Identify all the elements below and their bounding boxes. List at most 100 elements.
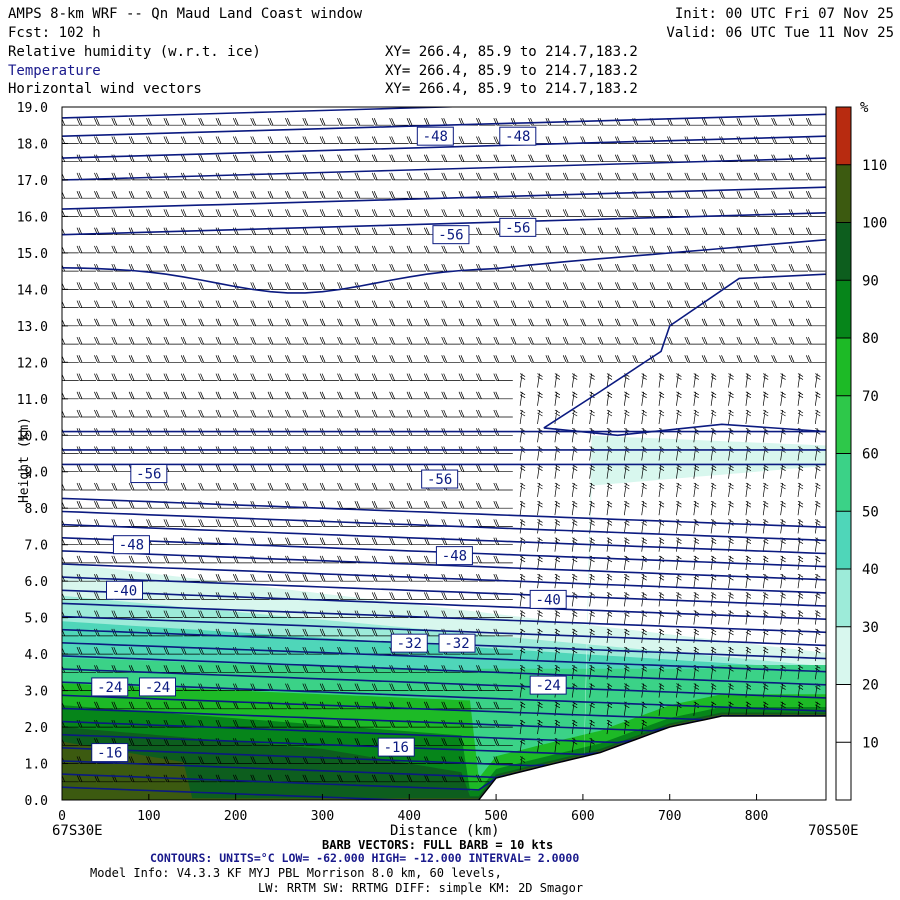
isotherm-line <box>62 157 826 181</box>
isotherm-line <box>62 655 826 686</box>
x-tick-label: 300 <box>311 809 334 824</box>
contour-label-box <box>106 580 144 600</box>
field-wind-name: Horizontal wind vectors <box>8 81 202 97</box>
isotherm-line <box>62 239 826 294</box>
contour-label-box <box>529 675 567 695</box>
y-tick-label: 1.0 <box>25 758 48 773</box>
x-tick-label: 0 <box>58 809 66 824</box>
contour-label-box <box>130 464 168 484</box>
y-tick-label: 4.0 <box>25 648 48 663</box>
y-tick-label: 18.0 <box>17 137 48 152</box>
contour-label-text: -56 <box>438 228 463 244</box>
model-info-1: Model Info: V4.3.3 KF MYJ PBL Morrison 8… <box>90 866 502 880</box>
contour-label-box <box>499 126 537 146</box>
isotherm-line <box>62 510 826 542</box>
x-tick-label: 500 <box>484 809 507 824</box>
contour-label-text: -40 <box>536 592 561 608</box>
y-tick-label: 16.0 <box>17 210 48 225</box>
contour-label-box <box>499 217 537 237</box>
field-temperature-name: Temperature <box>8 63 101 79</box>
rh-band-upper <box>62 435 826 800</box>
isotherm-line <box>62 576 826 607</box>
y-tick-label: 17.0 <box>17 174 48 189</box>
y-tick-label: 13.0 <box>17 320 48 335</box>
model-info-2: LW: RRTM SW: RRTMG DIFF: simple KM: 2D S… <box>258 881 584 895</box>
colorbar-tick-label: 10 <box>862 735 879 751</box>
axes: 0.0 1.0 2.0 3.0 4.0 5.0 6.0 7.0 8.0 9.0 10.0 11.0 12… <box>17 101 769 824</box>
field-rh-xy: XY= 266.4, 85.9 to 214.7,183.2 <box>385 44 638 60</box>
terrain <box>62 715 826 800</box>
contour-label-box <box>416 126 454 146</box>
rh-band-105 <box>62 712 826 800</box>
colorbar-segment <box>836 626 851 685</box>
colorbar-segment <box>836 338 851 396</box>
isotherm-line <box>62 550 826 581</box>
isotherm-line <box>62 497 826 528</box>
y-tick-label: 8.0 <box>25 502 48 517</box>
colorbar-segment <box>836 742 851 800</box>
colorbar-tick-label: 50 <box>862 504 879 520</box>
isotherm-line <box>62 642 826 673</box>
contour-label: -32 <box>438 633 476 653</box>
colorbar-tick-label: 20 <box>862 678 879 694</box>
y-tick-label: 0.0 <box>25 794 48 809</box>
colorbar-segment <box>836 511 851 569</box>
left-location: 67S30E <box>52 823 103 839</box>
colorbar-segment <box>836 684 851 743</box>
y-tick-label: 6.0 <box>25 575 48 590</box>
x-tick-label: 700 <box>658 809 681 824</box>
colorbar-tick-label: 60 <box>862 447 879 463</box>
contour-label: -56 <box>432 225 470 245</box>
colorbar-segment <box>836 453 851 512</box>
colorbar-tick-label: 70 <box>862 389 879 405</box>
y-tick-label: 5.0 <box>25 612 48 627</box>
contour-label-box <box>421 469 459 489</box>
colorbar-segment <box>836 164 851 223</box>
y-axis-title: Height (km) <box>17 416 33 504</box>
contour-label-box <box>112 535 150 555</box>
contour-label: -48 <box>416 126 454 146</box>
isotherm-line <box>62 186 826 210</box>
colorbar: 10 20 30 40 50 60 70 80 90 100 110 <box>835 106 887 801</box>
contour-label-box <box>139 677 176 697</box>
contour-label: -56 <box>130 464 168 484</box>
colorbar-segment <box>836 107 851 165</box>
colorbar-tick-label: 100 <box>862 216 887 232</box>
y-tick-label: 10.0 <box>17 429 48 444</box>
contour-label: -16 <box>91 743 129 763</box>
field-wind-xy: XY= 266.4, 85.9 to 214.7,183.2 <box>385 81 638 97</box>
terrain-fill <box>62 716 826 800</box>
contour-legend: CONTOURS: UNITS=°C LOW= -62.000 HIGH= -1… <box>150 851 580 865</box>
colorbar-segment <box>836 569 851 627</box>
x-tick-label: 200 <box>224 809 247 824</box>
contour-label-box <box>438 633 476 653</box>
isotherm-line <box>62 135 826 159</box>
contour-label-box <box>529 589 567 609</box>
isotherm-line <box>62 563 826 594</box>
contour-label-text: -32 <box>444 636 469 652</box>
contour-label-text: -48 <box>442 549 467 565</box>
contour-label-text: -48 <box>505 129 530 145</box>
isotherm-line <box>62 602 826 634</box>
y-tick-label: 3.0 <box>25 685 48 700</box>
contour-label: -24 <box>139 677 176 697</box>
contour-label: -48 <box>435 546 473 566</box>
contour-label: -56 <box>499 217 537 237</box>
y-tick-label: 7.0 <box>25 539 48 554</box>
contour-label: -48 <box>112 535 150 555</box>
y-tick-label: 2.0 <box>25 721 48 736</box>
isotherm-line <box>62 615 826 647</box>
contour-label-text: -24 <box>97 680 122 696</box>
contour-label-text: -56 <box>427 472 452 488</box>
x-tick-label: 100 <box>137 809 160 824</box>
field-rh-name: Relative humidity (w.r.t. ice) <box>8 44 261 60</box>
chart-title: AMPS 8-km WRF -- Qn Maud Land Coast wind… <box>8 6 363 22</box>
contour-label-text: -16 <box>97 746 122 762</box>
contour-label: -16 <box>377 737 415 757</box>
contour-label-box <box>432 225 470 245</box>
isotherm-line <box>543 423 826 437</box>
y-tick-label: 11.0 <box>17 393 48 408</box>
contour-label: -40 <box>529 589 567 609</box>
y-tick-label: 14.0 <box>17 283 48 298</box>
